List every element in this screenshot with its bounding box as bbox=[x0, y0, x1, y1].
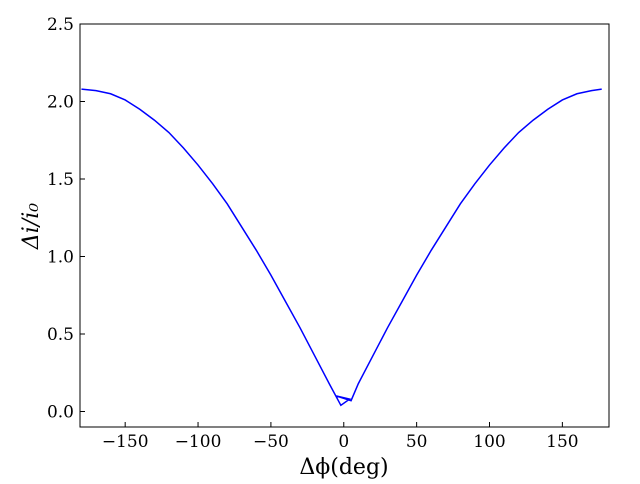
x-tick-label: −100 bbox=[175, 432, 222, 452]
y-tick-label: 0.5 bbox=[47, 325, 74, 345]
x-tick-label: −50 bbox=[253, 432, 289, 452]
x-tick-label: 0 bbox=[338, 432, 349, 452]
y-tick-label: 2.0 bbox=[47, 93, 74, 113]
x-tick-label: 150 bbox=[546, 432, 578, 452]
x-axis-label: Δϕ(deg) bbox=[299, 455, 388, 480]
y-tick-label: 0.0 bbox=[47, 403, 74, 423]
y-tick-label: 1.0 bbox=[47, 248, 74, 268]
x-tick-label: 50 bbox=[406, 432, 428, 452]
data-line bbox=[81, 88, 602, 407]
y-tick-label: 1.5 bbox=[47, 170, 74, 190]
x-tick-label: 100 bbox=[473, 432, 505, 452]
plot-frame bbox=[79, 23, 610, 428]
y-axis-label: Δi/i₀ bbox=[19, 203, 44, 250]
x-tick-label: −150 bbox=[102, 432, 149, 452]
y-tick-label: 2.5 bbox=[47, 15, 74, 35]
